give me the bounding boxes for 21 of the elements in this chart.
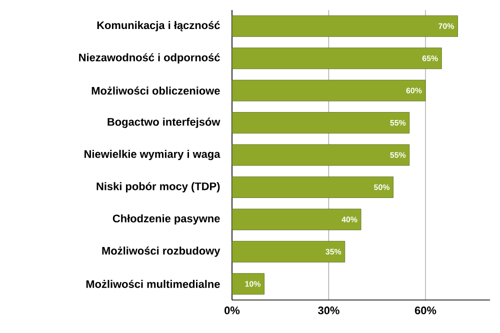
bar xyxy=(232,112,410,134)
bar xyxy=(232,273,264,295)
bar xyxy=(232,15,458,37)
x-tick-label: 60% xyxy=(414,306,436,314)
y-tick-label: Niezawodność i odporność xyxy=(79,53,220,64)
bar xyxy=(232,80,426,102)
y-tick-label: Bogactwo interfejsów xyxy=(108,118,220,128)
y-tick-label: Możliwości obliczeniowe xyxy=(92,86,220,95)
y-tick-label: Niski pobór mocy (TDP) xyxy=(96,182,220,192)
y-tick-label: Możliwości multimedialne xyxy=(86,280,220,288)
bar xyxy=(232,48,442,70)
bar xyxy=(232,240,346,262)
bar xyxy=(232,208,362,230)
y-tick-label: Komunikacja i łączność xyxy=(97,20,220,32)
x-tick-label: 0% xyxy=(224,306,240,314)
y-tick-label: Niewielkie wymiary i waga xyxy=(84,150,220,160)
y-tick-label: Możliwości rozbudowy xyxy=(102,246,220,257)
bar xyxy=(232,144,410,166)
bar xyxy=(232,176,394,198)
y-tick-label: Chłodzenie pasywne xyxy=(112,214,220,225)
x-tick-label: 30% xyxy=(318,306,340,314)
